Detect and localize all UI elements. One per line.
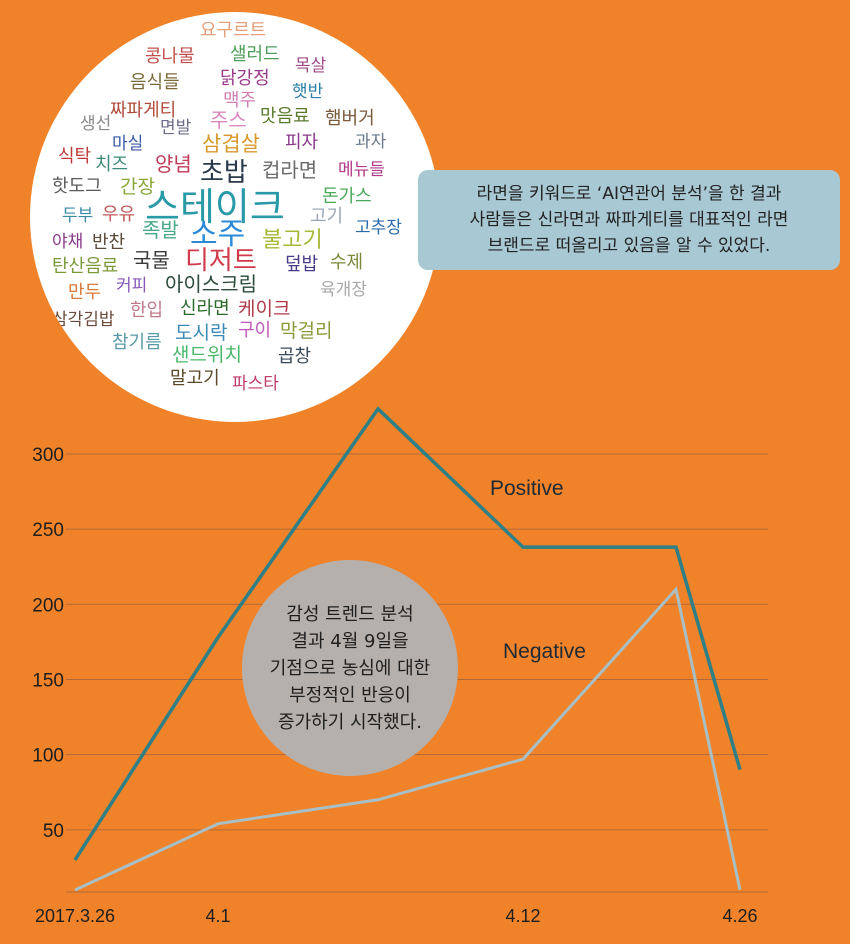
word-cloud-term: 신라면 xyxy=(180,298,230,319)
y-tick-label: 100 xyxy=(32,746,64,767)
series-label-positive: Positive xyxy=(490,477,564,500)
callout-line-1: 라면을 키워드로 ‘AI연관어 분석’을 한 결과 xyxy=(476,184,782,204)
word-cloud-term: 곱창 xyxy=(278,346,312,367)
y-tick-label: 300 xyxy=(32,445,64,466)
word-cloud-term: 햇반 xyxy=(292,82,324,102)
word-cloud-term: 파스타 xyxy=(232,374,279,394)
word-cloud-term: 맛음료 xyxy=(260,106,310,127)
word-cloud-term: 삼각김밥 xyxy=(52,310,115,330)
x-tick-label: 4.1 xyxy=(205,906,230,926)
word-cloud-term: 두부 xyxy=(62,206,94,226)
word-cloud-term: 콩나물 xyxy=(145,46,195,67)
word-cloud-term: 야채 xyxy=(52,232,84,252)
word-cloud-term: 돈가스 xyxy=(322,186,372,207)
word-cloud-term: 한입 xyxy=(130,300,164,321)
word-cloud-term: 닭강정 xyxy=(220,68,270,89)
sentiment-annotation-bubble: 감성 트렌드 분석 결과 4월 9일을 기점으로 농심에 대한 부정적인 반응이… xyxy=(242,560,458,776)
word-cloud-term: 육개장 xyxy=(320,280,367,300)
word-cloud-term: 수제 xyxy=(330,252,364,273)
word-cloud-term: 우유 xyxy=(102,204,136,225)
y-tick-label: 150 xyxy=(32,670,64,691)
word-cloud-term: 도시락 xyxy=(175,322,228,344)
word-cloud-term: 고추장 xyxy=(355,218,402,238)
word-cloud-term: 탄산음료 xyxy=(52,256,119,277)
annotation-line-3: 기점으로 농심에 대한 xyxy=(269,657,431,679)
word-cloud-term: 고기 xyxy=(310,206,344,227)
series-line-negative xyxy=(74,586,742,892)
y-tick-label: 250 xyxy=(32,520,64,541)
word-cloud-term: 말고기 xyxy=(170,368,220,389)
annotation-line-4: 부정적인 반응이 xyxy=(289,684,411,706)
word-cloud-term: 맥주 xyxy=(223,90,257,111)
word-cloud-term: 커피 xyxy=(116,276,148,296)
word-cloud-term: 불고기 xyxy=(262,228,323,253)
word-cloud-term: 메뉴들 xyxy=(338,160,385,180)
word-cloud-term: 간장 xyxy=(120,176,155,198)
word-cloud-term: 치즈 xyxy=(95,154,129,175)
callout-line-2: 사람들은 신라면과 짜파게티를 대표적인 라면 xyxy=(469,210,789,230)
word-cloud-term: 샌드위치 xyxy=(172,344,242,366)
y-tick-label: 200 xyxy=(32,595,64,616)
word-cloud-term: 삼겹살 xyxy=(202,132,260,156)
word-cloud-term: 과자 xyxy=(355,132,387,152)
word-cloud-term: 참기름 xyxy=(112,332,162,353)
word-cloud-term: 초밥 xyxy=(200,158,248,188)
word-cloud-term: 생선 xyxy=(80,114,112,134)
word-cloud-term: 스테이크 xyxy=(145,185,285,229)
analysis-callout: 라면을 키워드로 ‘AI연관어 분석’을 한 결과 사람들은 신라면과 짜파게티… xyxy=(418,170,840,270)
word-cloud-term: 디저트 xyxy=(185,246,257,276)
word-cloud-term: 주스 xyxy=(210,108,247,132)
word-cloud-term: 양념 xyxy=(155,152,192,176)
word-cloud-term: 막걸리 xyxy=(280,320,333,342)
word-cloud-term: 목살 xyxy=(295,56,327,76)
x-axis-tick-labels: 2017.3.26 4.1 4.12 4.26 xyxy=(35,906,758,926)
y-axis-tick-labels: 50 100 150 200 250 300 xyxy=(32,445,64,842)
word-cloud-term: 구이 xyxy=(238,320,272,341)
series-label-negative: Negative xyxy=(503,640,586,663)
chart-series-lines xyxy=(73,406,742,892)
annotation-line-1: 감성 트렌드 분석 xyxy=(286,603,414,625)
word-cloud-term: 햄버거 xyxy=(325,108,375,129)
annotation-line-2: 결과 4월 9일을 xyxy=(291,630,409,652)
word-cloud-term: 국물 xyxy=(133,248,170,272)
word-cloud-term: 요구르트 xyxy=(200,20,267,41)
word-cloud-term: 핫도그 xyxy=(52,176,102,197)
word-cloud-term: 아이스크림 xyxy=(165,272,257,296)
word-cloud-term: 반찬 xyxy=(92,232,126,253)
word-cloud-term: 족발 xyxy=(142,218,179,242)
word-cloud-term: 케이크 xyxy=(238,298,291,320)
word-cloud-term: 면발 xyxy=(160,118,192,138)
series-line-positive xyxy=(73,406,742,861)
word-cloud-term: 피자 xyxy=(285,132,319,153)
word-cloud-term: 덮밥 xyxy=(285,254,319,275)
annotation-line-5: 증가하기 시작했다. xyxy=(278,711,422,733)
word-cloud-term: 짜파게티 xyxy=(110,100,177,121)
word-cloud-term: 마실 xyxy=(112,134,144,154)
y-tick-label: 50 xyxy=(43,821,64,842)
word-cloud-term: 만두 xyxy=(68,282,102,303)
x-tick-label: 2017.3.26 xyxy=(35,906,115,926)
callout-line-3: 브랜드로 떠올리고 있음을 알 수 있었다. xyxy=(487,236,771,256)
word-cloud-term: 컵라면 xyxy=(262,158,318,182)
word-cloud-term: 샐러드 xyxy=(230,44,280,65)
word-cloud-term: 식탁 xyxy=(58,146,92,167)
x-tick-label: 4.26 xyxy=(722,906,757,926)
word-cloud-term: 소주 xyxy=(190,217,246,252)
x-tick-label: 4.12 xyxy=(505,906,540,926)
word-cloud-term: 음식들 xyxy=(130,72,180,93)
